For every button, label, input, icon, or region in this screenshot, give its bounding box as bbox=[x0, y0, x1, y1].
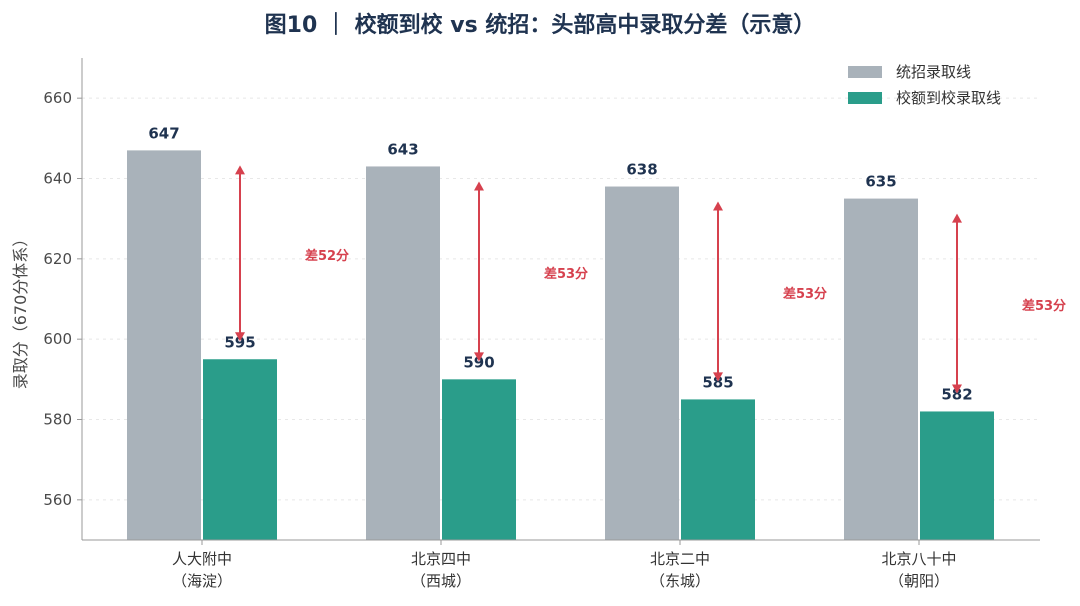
arrow-head-down bbox=[713, 372, 723, 382]
x-category-label: 北京八十中 bbox=[881, 550, 956, 568]
y-tick-label: 640 bbox=[43, 170, 72, 188]
arrow-head-up bbox=[713, 201, 723, 211]
bar-value-label: 643 bbox=[387, 140, 418, 158]
y-axis-label: 录取分（670分体系） bbox=[11, 231, 30, 390]
legend-swatch bbox=[848, 66, 882, 78]
bar-xiaoe bbox=[681, 399, 755, 540]
x-category-sublabel: （东城） bbox=[650, 572, 710, 590]
x-category-sublabel: （西城） bbox=[411, 572, 471, 590]
bar-value-label: 590 bbox=[463, 353, 494, 371]
y-tick-label: 660 bbox=[43, 89, 72, 107]
bar-tongzhao bbox=[127, 150, 201, 540]
chart-title: 图10 ｜ 校额到校 vs 统招：头部高中录取分差（示意） bbox=[265, 12, 816, 38]
axes: 560 580 600 620 640 660 人大附中 （海淀） 北京四中 （西城） 北京二中 （东… bbox=[43, 58, 1040, 590]
legend-swatch bbox=[848, 92, 882, 104]
arrow-head-up bbox=[474, 181, 484, 191]
bar-value-label: 582 bbox=[941, 385, 972, 403]
bar-xiaoe bbox=[442, 379, 516, 540]
bar-xiaoe bbox=[920, 411, 994, 540]
y-tick-label: 560 bbox=[43, 491, 72, 509]
arrow-head-down bbox=[474, 352, 484, 362]
bar-value-label: 585 bbox=[702, 373, 733, 391]
arrow-head-up bbox=[952, 213, 962, 223]
x-category-sublabel: （海淀） bbox=[172, 572, 232, 590]
bar-tongzhao bbox=[844, 198, 918, 541]
legend-label: 统招录取线 bbox=[896, 63, 971, 81]
bar-value-label: 595 bbox=[224, 333, 255, 351]
x-category-label: 北京四中 bbox=[411, 550, 471, 568]
bar-value-label: 635 bbox=[865, 173, 896, 191]
bar-tongzhao bbox=[605, 186, 679, 541]
y-tick-label: 620 bbox=[43, 250, 72, 268]
legend-label: 校额到校录取线 bbox=[896, 89, 1001, 107]
bar-xiaoe bbox=[203, 359, 277, 540]
bar-value-label: 638 bbox=[626, 161, 657, 179]
bar-value-label: 647 bbox=[148, 124, 179, 142]
x-category-label: 北京二中 bbox=[650, 550, 710, 568]
x-category-sublabel: （朝阳） bbox=[889, 572, 949, 590]
y-tick-label: 600 bbox=[43, 330, 72, 348]
difference-label: 差53分 bbox=[544, 266, 588, 282]
arrow-head-up bbox=[235, 165, 245, 175]
difference-label: 差52分 bbox=[305, 248, 349, 264]
bar-tongzhao bbox=[366, 166, 440, 540]
difference-label: 差53分 bbox=[783, 286, 827, 302]
x-category-label: 人大附中 bbox=[172, 550, 232, 568]
y-tick-label: 580 bbox=[43, 411, 72, 429]
arrow-head-down bbox=[952, 384, 962, 394]
arrow-head-down bbox=[235, 332, 245, 342]
bars: 647 595 643 590 638 585 635 582 bbox=[127, 124, 994, 541]
difference-label: 差53分 bbox=[1022, 298, 1066, 314]
